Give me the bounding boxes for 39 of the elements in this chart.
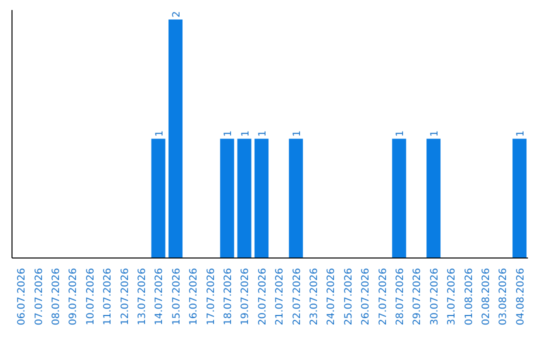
data-label: 1 (258, 130, 269, 137)
x-tick-label: 09.07.2026 (68, 268, 80, 326)
x-tick-label: 04.08.2026 (515, 268, 526, 326)
x-tick-label: 17.07.2026 (206, 268, 217, 326)
x-tick-label: 26.07.2026 (360, 268, 372, 326)
x-tick-label: 03.08.2026 (498, 268, 510, 326)
x-tick-label: 31.07.2026 (446, 268, 458, 326)
data-label: 1 (154, 130, 166, 137)
x-tick-label: 07.07.2026 (34, 268, 45, 326)
data-label: 1 (223, 130, 234, 137)
x-tick-label: 11.07.2026 (102, 268, 114, 326)
data-label: 1 (240, 130, 252, 137)
x-tick-label: 22.07.2026 (292, 268, 303, 326)
x-tick-label: 06.07.2026 (16, 268, 28, 326)
x-tick-label: 15.07.2026 (171, 268, 182, 326)
data-label: 1 (292, 130, 303, 137)
x-tick-label: 21.07.2026 (274, 268, 286, 326)
x-tick-label: 20.07.2026 (257, 268, 268, 326)
x-tick-label: 01.08.2026 (464, 268, 475, 326)
x-tick-label: 08.07.2026 (51, 268, 62, 326)
data-label: 1 (395, 130, 406, 137)
x-tick-label: 25.07.2026 (343, 268, 354, 326)
x-tick-label: 10.07.2026 (85, 268, 96, 326)
x-tick-label: 28.07.2026 (395, 268, 406, 326)
x-tick-label: 16.07.2026 (188, 268, 200, 326)
x-tick-label: 14.07.2026 (154, 268, 166, 326)
data-label: 2 (172, 11, 183, 18)
x-tick-label: 29.07.2026 (412, 268, 424, 326)
x-tick-label: 30.07.2026 (429, 268, 440, 326)
x-tick-label: 23.07.2026 (309, 268, 320, 326)
x-tick-label: 12.07.2026 (120, 268, 131, 326)
data-label: 1 (516, 130, 527, 137)
x-tick-label: 18.07.2026 (223, 268, 234, 326)
data-label: 1 (430, 130, 441, 137)
x-tick-label: 13.07.2026 (137, 268, 148, 326)
x-tick-label: 19.07.2026 (240, 268, 252, 326)
x-tick-label: 24.07.2026 (326, 268, 338, 326)
x-tick-label: 27.07.2026 (378, 268, 389, 326)
x-tick-label: 02.08.2026 (481, 268, 492, 326)
